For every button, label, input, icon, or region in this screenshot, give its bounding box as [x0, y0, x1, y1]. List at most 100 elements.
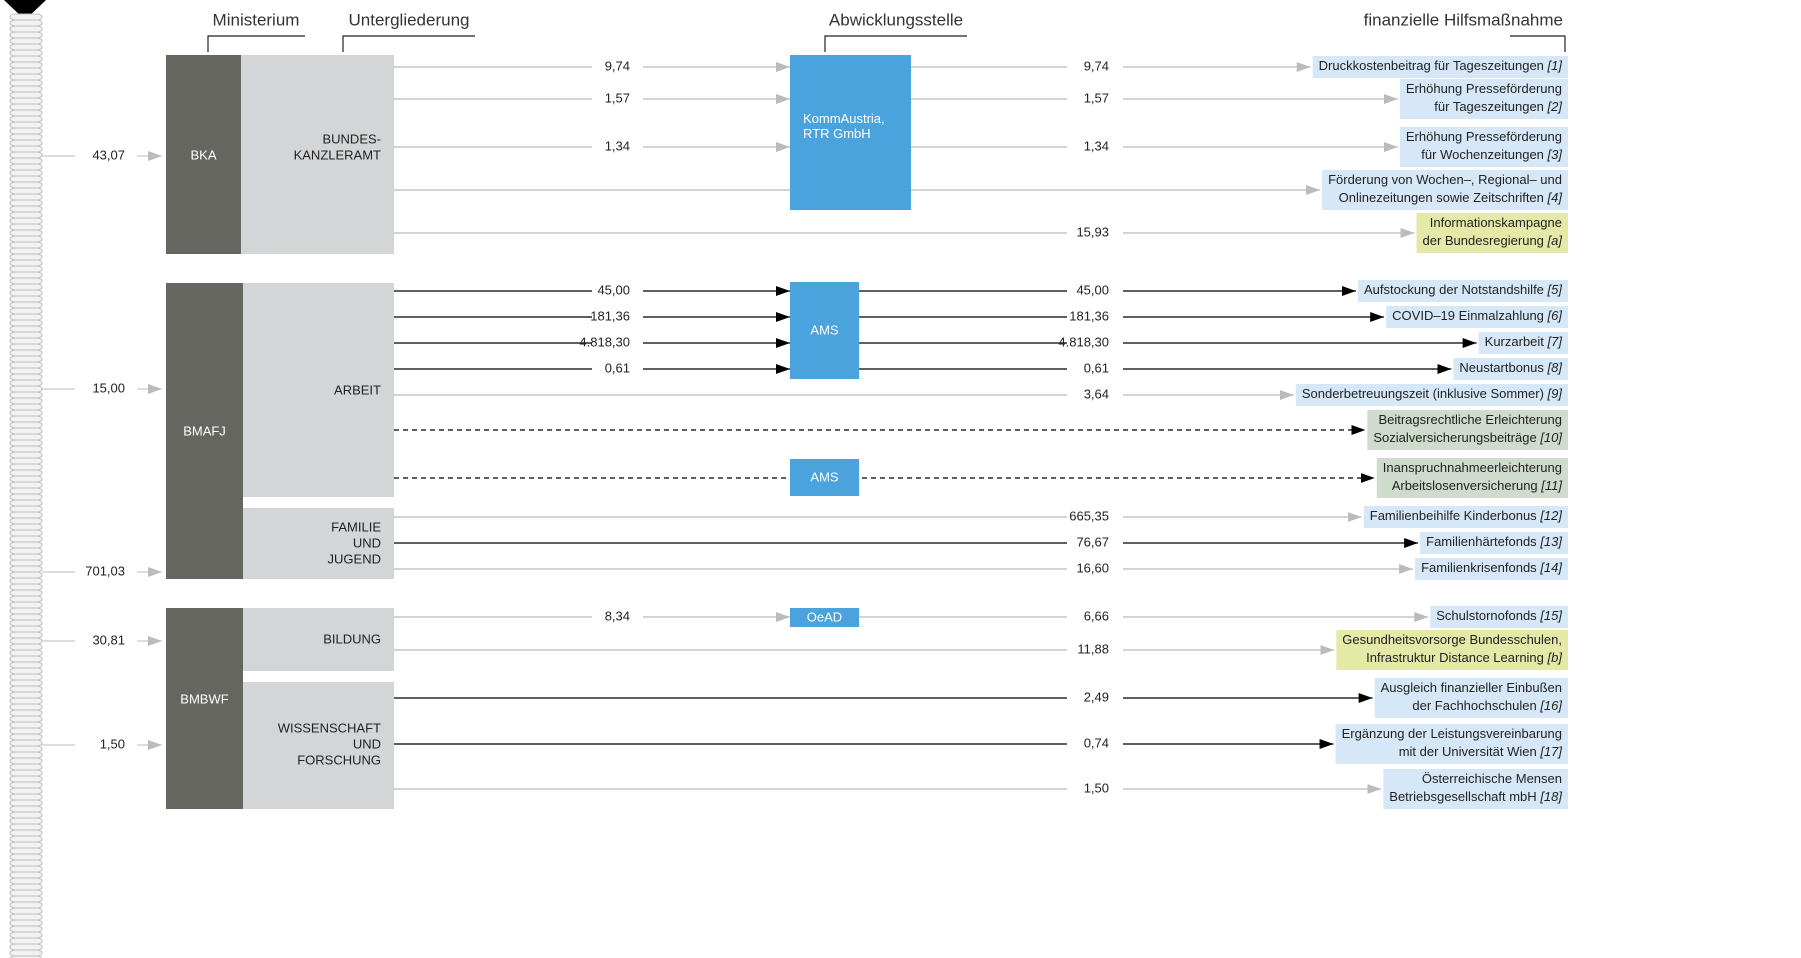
measure-ref: [17]: [1539, 744, 1562, 759]
coin: [10, 368, 42, 374]
measure-ref: [10]: [1539, 430, 1562, 445]
coin: [10, 320, 42, 326]
coin: [10, 92, 42, 98]
coin: [10, 782, 42, 788]
measure-line: Druckkostenbeitrag für Tageszeitungen [1…: [1319, 58, 1563, 73]
coin: [10, 818, 42, 824]
coin: [10, 446, 42, 452]
measure-line: Ergänzung der Leistungsvereinbarung: [1342, 726, 1562, 741]
measure: Erhöhung Presseförderung für Tageszeitung…: [1400, 79, 1568, 119]
measure-line: Gesundheitsvorsorge Bundesschulen,: [1342, 632, 1562, 647]
coin: [10, 644, 42, 650]
transfer-amount: 181,36: [590, 308, 630, 323]
measure-line: COVID–19 Einmalzahlung [6]: [1392, 308, 1562, 323]
coin: [10, 68, 42, 74]
transfer-amount: 9,74: [605, 58, 630, 73]
transfer-amount: 0,74: [1084, 735, 1109, 750]
measure-line: für Tageszeitungen [2]: [1434, 99, 1562, 114]
measure-line: Förderung von Wochen–, Regional– und: [1328, 172, 1562, 187]
ministry-box: [166, 608, 243, 809]
measure-text: Schulstornofonds: [1436, 608, 1537, 623]
measure-line: Erhöhung Presseförderung: [1406, 81, 1562, 96]
measure: Familienkrisenfonds [14]: [1415, 558, 1568, 580]
measure: Sonderbetreuungszeit (inklusive Sommer) …: [1296, 384, 1568, 406]
measure-line: Familienkrisenfonds [14]: [1421, 560, 1562, 575]
measure: InanspruchnahmeerleichterungArbeitslosen…: [1377, 458, 1568, 498]
coin: [10, 674, 42, 680]
coin: [10, 740, 42, 746]
coin: [10, 410, 42, 416]
coin: [10, 878, 42, 884]
unit-name: FORSCHUNG: [297, 752, 381, 767]
coin: [10, 824, 42, 830]
measure-line: Neustartbonus [8]: [1459, 360, 1562, 375]
coin: [10, 788, 42, 794]
coin: [10, 194, 42, 200]
transfer-amount: 11,88: [1077, 641, 1109, 656]
coin: [10, 338, 42, 344]
transfer-amount: 2,49: [1084, 689, 1109, 704]
measure-text: der Fachhochschulen: [1412, 698, 1536, 713]
measure-text: Aufstockung der Notstandshilfe: [1364, 282, 1544, 297]
coin: [10, 38, 42, 44]
coin: [10, 230, 42, 236]
column-header: Ministerium: [213, 10, 300, 29]
transfer-amount: 45,00: [1076, 282, 1109, 297]
coin: [10, 86, 42, 92]
coin: [10, 722, 42, 728]
transfer-amount: 1,50: [1084, 780, 1109, 795]
measure-text: Druckkostenbeitrag für Tageszeitungen: [1319, 58, 1544, 73]
coin: [10, 500, 42, 506]
measure-line: Betriebsgesellschaft mbH [18]: [1389, 789, 1562, 804]
measure-text: COVID–19 Einmalzahlung: [1392, 308, 1544, 323]
measure-line: Familienbeihilfe Kinderbonus [12]: [1370, 508, 1563, 523]
coin: [10, 62, 42, 68]
measure-ref: [b]: [1547, 650, 1563, 665]
coin: [10, 134, 42, 140]
coin: [10, 638, 42, 644]
agency-name: OeAD: [807, 609, 842, 624]
measure-ref: [5]: [1547, 282, 1563, 297]
measure-ref: [11]: [1540, 478, 1562, 493]
measure-text: Österreichische Mensen: [1422, 771, 1562, 786]
agency-name: AMS: [810, 469, 839, 484]
coin: [10, 596, 42, 602]
measure-text: Erhöhung Presseförderung: [1406, 129, 1562, 144]
measure-ref: [14]: [1539, 560, 1562, 575]
coin: [10, 662, 42, 668]
measure-ref: [4]: [1547, 190, 1563, 205]
budget-amount: 43,07: [92, 147, 125, 162]
coin: [10, 128, 42, 134]
page: Ministerium Untergliederung Abwicklungss…: [0, 0, 1801, 958]
budget-amount: 15,00: [92, 380, 125, 395]
measure-text: Neustartbonus: [1459, 360, 1544, 375]
coin: [10, 776, 42, 782]
coin: [10, 164, 42, 170]
coin: [10, 746, 42, 752]
measure-ref: [7]: [1547, 334, 1563, 349]
measure-line: Aufstockung der Notstandshilfe [5]: [1364, 282, 1562, 297]
coin: [10, 488, 42, 494]
coin: [10, 302, 42, 308]
coin: [10, 422, 42, 428]
coin: [10, 650, 42, 656]
measure-text: Ergänzung der Leistungsvereinbarung: [1342, 726, 1562, 741]
coin: [10, 950, 42, 956]
measure-text: Sonderbetreuungszeit (inklusive Sommer): [1302, 386, 1544, 401]
transfer-amount: 3,64: [1084, 386, 1109, 401]
transfer-amount: 1,34: [605, 138, 630, 153]
coin: [10, 518, 42, 524]
coin: [10, 380, 42, 386]
measure-text: Ausgleich finanzieller Einbußen: [1381, 680, 1562, 695]
measure: Aufstockung der Notstandshilfe [5]: [1358, 280, 1568, 302]
measure-ref: [12]: [1539, 508, 1562, 523]
unit-name: ARBEIT: [334, 382, 381, 397]
coin: [10, 854, 42, 860]
header-brackets: [208, 36, 1565, 52]
measure-line: Schulstornofonds [15]: [1436, 608, 1562, 623]
coin: [10, 752, 42, 758]
coin: [10, 32, 42, 38]
transfer-amount: 8,34: [605, 608, 630, 623]
coin: [10, 206, 42, 212]
budget-amount: 30,81: [92, 632, 125, 647]
